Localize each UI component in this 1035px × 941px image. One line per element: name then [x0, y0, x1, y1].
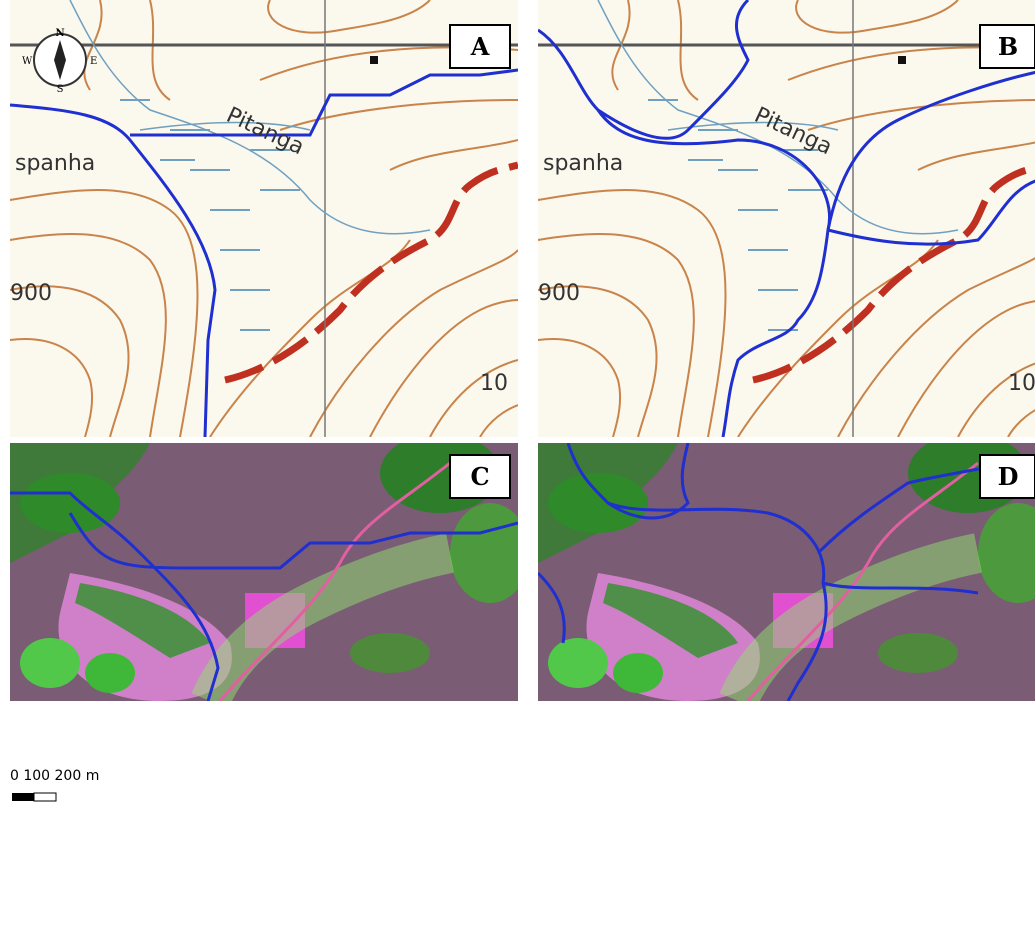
- scale-segment: [12, 793, 34, 801]
- contour-label: 900: [10, 281, 52, 306]
- scale-segment: [34, 793, 56, 801]
- panel-label: A: [470, 32, 490, 61]
- contour-label: 10: [480, 371, 508, 396]
- scale-label: 0 100 200 m: [10, 768, 99, 784]
- place-label: spanha: [543, 151, 623, 176]
- panel-label: B: [998, 32, 1018, 61]
- contour-label: 10: [1008, 371, 1035, 396]
- compass-rose: [34, 34, 86, 86]
- figure: spanha Pitanga 900 10 N S E W A spanha P…: [0, 0, 1035, 941]
- compass-w: W: [22, 56, 33, 67]
- panel-label: C: [470, 462, 489, 491]
- topo-map: [538, 0, 1035, 437]
- compass-n: N: [55, 28, 64, 39]
- contour-label: 900: [538, 281, 580, 306]
- panel-d: [538, 433, 1035, 701]
- panel-label: D: [998, 462, 1019, 491]
- compass-s: S: [57, 84, 64, 95]
- compass-e: E: [90, 56, 97, 67]
- place-label: spanha: [15, 151, 95, 176]
- panel-b: spanha Pitanga 900 10: [538, 0, 1035, 437]
